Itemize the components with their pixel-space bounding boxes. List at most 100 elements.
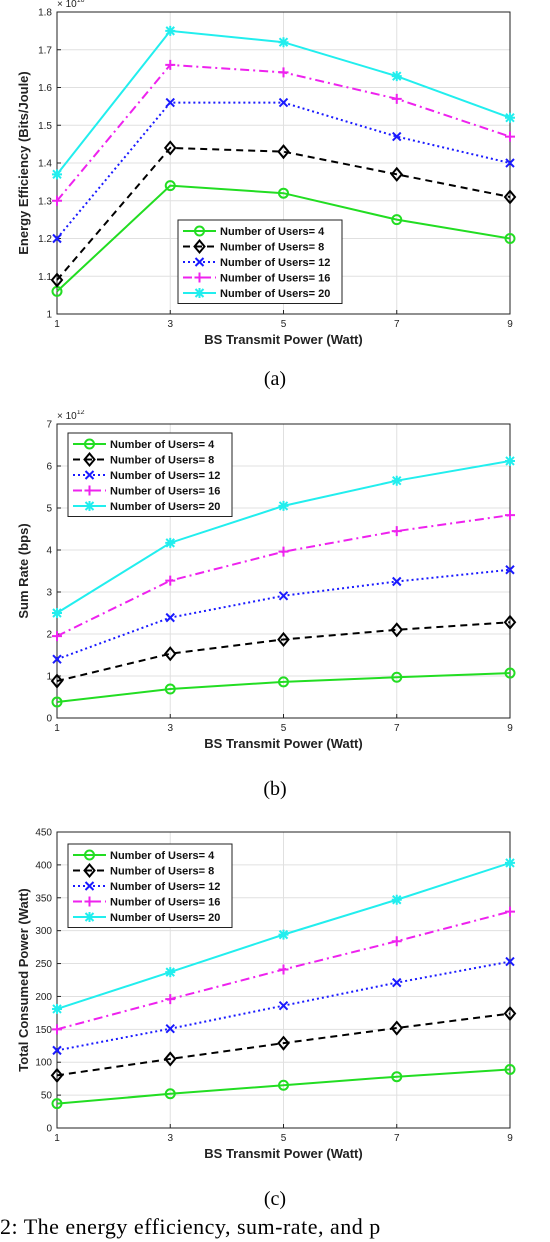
x-axis-label: BS Transmit Power (Watt): [204, 332, 362, 347]
y-tick-label: 1.6: [38, 83, 52, 94]
y-tick-label: 2: [46, 630, 52, 641]
legend-entry: Number of Users= 4: [73, 849, 215, 862]
series-5: [52, 857, 515, 1014]
legend-entry: Number of Users= 20: [73, 501, 220, 513]
x-tick-label: 9: [507, 723, 513, 734]
data-point: [391, 936, 402, 947]
legend-marker: [84, 896, 95, 907]
data-point: [278, 964, 289, 975]
y-tick-label: 1.1: [38, 272, 52, 283]
data-point: [165, 59, 176, 70]
data-point: [391, 1071, 403, 1083]
y-tick-label: 150: [35, 1025, 52, 1036]
data-point: [391, 671, 403, 683]
y-axis-label: Sum Rate (bps): [16, 523, 31, 618]
legend-marker: [84, 912, 95, 922]
data-point: [164, 1088, 176, 1100]
data-point: [505, 131, 515, 142]
data-point: [163, 140, 177, 156]
data-point: [505, 906, 515, 917]
data-point: [278, 1079, 289, 1091]
legend: Number of Users= 4 Number of Users= 8 Numb…: [177, 219, 343, 304]
legend-label: Number of Users= 12: [110, 881, 220, 893]
legend-entry: Number of Users= 16: [73, 485, 220, 498]
data-point: [164, 683, 176, 695]
legend-entry: Number of Users= 12: [73, 881, 220, 893]
y-tick-label: 1.8: [38, 8, 52, 19]
legend-label: Number of Users= 20: [220, 288, 330, 300]
data-point: [505, 158, 515, 168]
data-point: [390, 166, 404, 182]
series-5: [52, 25, 515, 180]
legend-label: Number of Users= 20: [110, 501, 220, 513]
y-tick-label: 1.3: [38, 196, 52, 207]
series-4: [52, 906, 515, 1035]
data-point: [503, 1005, 517, 1022]
data-point: [165, 25, 176, 36]
legend-entry: Number of Users= 20: [183, 288, 330, 300]
series-3: [52, 565, 515, 664]
y-tick-label: 5: [46, 504, 52, 515]
data-point: [165, 537, 176, 548]
data-point: [392, 131, 402, 142]
data-point: [164, 180, 176, 192]
data-point: [278, 37, 289, 48]
data-point: [505, 565, 515, 575]
data-point: [505, 857, 515, 868]
data-point: [278, 591, 289, 601]
data-point: [391, 214, 403, 226]
x-tick-label: 7: [394, 723, 400, 734]
data-point: [278, 187, 289, 199]
y-tick-label: 1: [46, 672, 52, 683]
y-tick-label: 1.2: [38, 234, 52, 245]
data-point: [52, 1045, 62, 1056]
legend-entry: Number of Users= 8: [183, 238, 324, 255]
legend-box: [177, 219, 343, 304]
figure-caption-a: (a): [263, 368, 287, 390]
figure-caption-c: (c): [263, 1188, 287, 1210]
y-tick-label: 7: [46, 420, 52, 431]
y-axis-label: Energy Efficiency (Bits/Joule): [16, 71, 31, 255]
legend-marker: [83, 451, 96, 468]
legend: Number of Users= 4 Number of Users= 8 Numb…: [67, 843, 233, 928]
y-tick-label: 6: [46, 462, 52, 473]
figure-caption-text: 2: The energy efficiency, sum-rate, and …: [0, 1214, 381, 1239]
data-point: [277, 144, 290, 160]
legend-entry: Number of Users= 16: [183, 272, 330, 285]
data-point: [391, 526, 402, 537]
legend-marker: [194, 225, 205, 237]
x-axis-label: BS Transmit Power (Watt): [204, 1146, 362, 1161]
legend-marker: [193, 238, 206, 255]
y-tick-label: 200: [35, 992, 52, 1003]
data-point: [278, 67, 289, 78]
data-point: [50, 673, 64, 689]
axis-multiplier: × 1012: [57, 410, 85, 422]
series-2: [50, 1005, 517, 1083]
data-point: [52, 233, 62, 244]
series-5: [52, 455, 515, 618]
data-point: [52, 631, 62, 642]
legend-marker: [84, 470, 95, 480]
series-4: [52, 510, 515, 642]
x-tick-label: 1: [54, 1133, 60, 1144]
legend-entry: Number of Users= 16: [73, 896, 220, 909]
data-point: [165, 967, 176, 978]
data-point: [504, 667, 516, 679]
figure-caption-b: (b): [263, 778, 287, 800]
data-point: [278, 929, 289, 940]
series-1: [51, 1063, 516, 1110]
series-2: [50, 614, 517, 689]
data-point: [52, 1024, 62, 1035]
data-point: [165, 994, 176, 1005]
legend-label: Number of Users= 12: [110, 470, 220, 482]
x-tick-label: 3: [167, 1133, 173, 1144]
x-tick-label: 5: [281, 723, 287, 734]
legend-marker: [84, 849, 95, 861]
legend-marker: [194, 272, 205, 283]
y-tick-label: 0: [46, 1124, 52, 1135]
data-point: [277, 1035, 290, 1051]
data-point: [163, 646, 177, 662]
legend-marker: [84, 501, 95, 511]
data-point: [391, 894, 402, 905]
y-tick-label: 0: [46, 714, 52, 725]
